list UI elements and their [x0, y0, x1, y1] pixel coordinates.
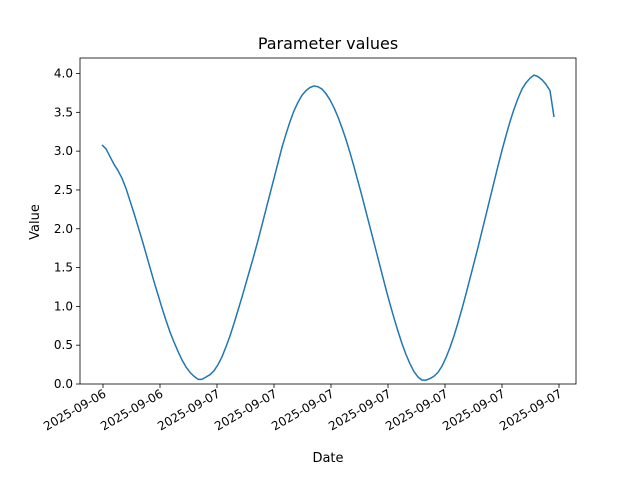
series-line: [101, 74, 555, 381]
chart-title: Parameter values: [258, 34, 398, 53]
y-tick-label-2: 1.0: [54, 299, 73, 313]
y-tick-label-5: 2.5: [54, 183, 73, 197]
y-tick-label-7: 3.5: [54, 105, 73, 119]
x-axis-label: Date: [312, 451, 343, 466]
y-tick-label-4: 2.0: [54, 222, 73, 236]
y-tick-label-8: 4.0: [54, 67, 73, 81]
y-tick-label-3: 1.5: [54, 261, 73, 275]
y-axis-label: Value: [28, 204, 43, 240]
y-tick-label-0: 0.0: [54, 377, 73, 391]
y-tick-label-1: 0.5: [54, 338, 73, 352]
y-tick-label-6: 3.0: [54, 144, 73, 158]
axes-frame: [79, 57, 577, 385]
